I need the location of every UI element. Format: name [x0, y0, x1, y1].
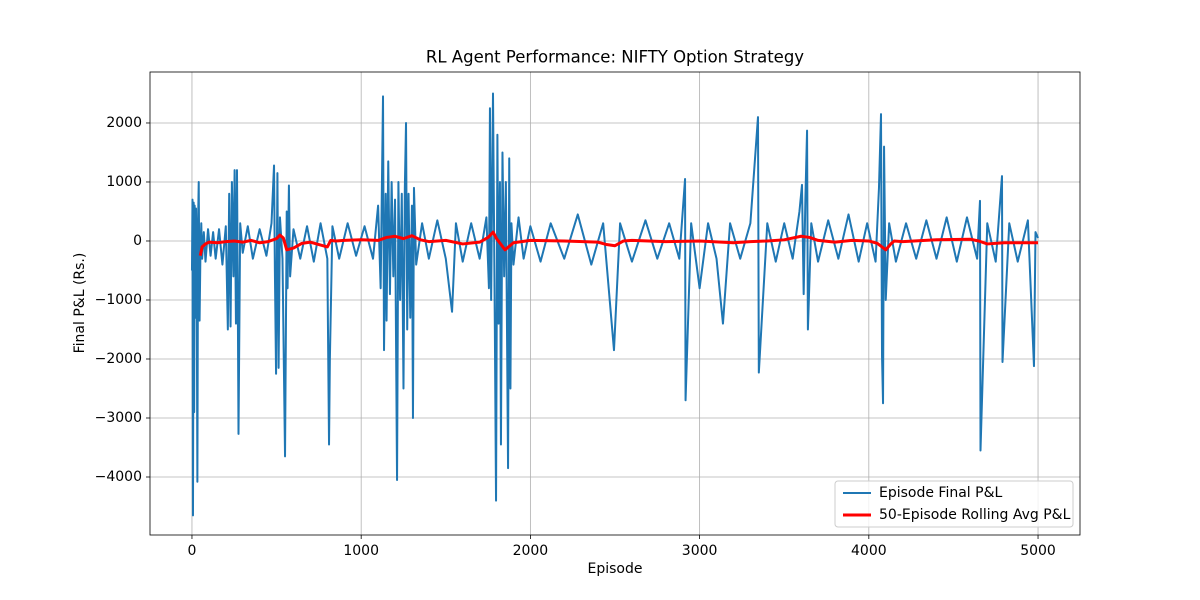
x-tick-label: 5000: [1020, 543, 1056, 559]
x-tick-label: 3000: [682, 543, 718, 559]
y-tick-label: 2000: [106, 115, 142, 131]
plot-frame: [149, 71, 1081, 536]
y-tick-label: −4000: [95, 469, 142, 485]
legend: Episode Final P&L 50-Episode Rolling Avg …: [834, 480, 1074, 528]
legend-box: [834, 480, 1074, 528]
y-tick-label: 0: [133, 233, 142, 249]
chart-title: RL Agent Performance: NIFTY Option Strat…: [426, 48, 804, 67]
y-tick-label: −1000: [95, 292, 142, 308]
x-tick-label: 0: [188, 543, 197, 559]
y-tick-label: −3000: [95, 410, 142, 426]
legend-label: 50-Episode Rolling Avg P&L: [879, 507, 1071, 523]
data-line: [198, 230, 1039, 257]
y-axis-label: Final P&L (Rs.): [72, 253, 88, 354]
y-tick-label: 1000: [106, 174, 142, 190]
x-tick-label: 4000: [851, 543, 887, 559]
x-tick-label: 2000: [513, 543, 549, 559]
x-tick-label: 1000: [343, 543, 379, 559]
y-tick-label: −2000: [95, 351, 142, 367]
x-axis-label: Episode: [588, 561, 643, 577]
legend-label: Episode Final P&L: [879, 485, 1003, 501]
data-line: [190, 92, 1039, 517]
